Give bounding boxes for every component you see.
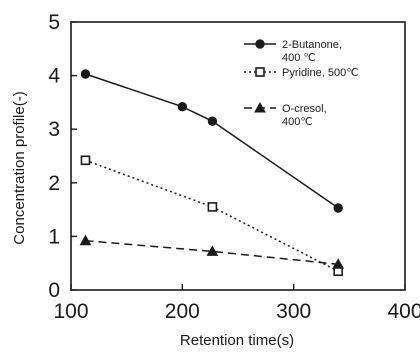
y-tick-label: 3 bbox=[48, 118, 60, 141]
series-1-point bbox=[334, 204, 342, 212]
series-3-point bbox=[80, 236, 90, 245]
x-tick-label: 100 bbox=[53, 300, 88, 323]
series-2 bbox=[81, 156, 342, 275]
x-axis-title: Retention time(s) bbox=[180, 332, 294, 349]
plot-border bbox=[71, 22, 405, 290]
legend-marker bbox=[256, 68, 264, 76]
x-tick-label: 200 bbox=[165, 300, 200, 323]
x-tick-label: 300 bbox=[276, 300, 311, 323]
legend-entry-3: O-cresol,400℃ bbox=[244, 103, 327, 128]
legend-label: Pyridine, 500℃ bbox=[282, 67, 359, 79]
series-2-point bbox=[208, 203, 216, 211]
y-tick-label: 2 bbox=[48, 172, 60, 195]
legend-marker bbox=[256, 40, 264, 48]
legend-label-line2: 400℃ bbox=[282, 116, 313, 128]
series-1-point bbox=[208, 117, 216, 125]
y-tick-label: 1 bbox=[48, 225, 60, 248]
series-1-line bbox=[85, 74, 338, 208]
x-tick-label: 400 bbox=[387, 300, 420, 323]
series-1-point bbox=[178, 102, 186, 110]
legend-entry-1: 2-Butanone,400 ℃ bbox=[244, 39, 342, 64]
series-2-point bbox=[81, 156, 89, 164]
y-tick-label: 4 bbox=[48, 65, 60, 88]
legend-label-line2: 400 ℃ bbox=[282, 52, 316, 64]
series-3 bbox=[80, 236, 343, 269]
legend-label: O-cresol, bbox=[282, 103, 327, 115]
legend-label: 2-Butanone, bbox=[282, 39, 342, 51]
series-1 bbox=[81, 70, 342, 212]
plot-frame bbox=[71, 22, 405, 290]
legend-entry-2: Pyridine, 500℃ bbox=[244, 67, 359, 79]
series-1-point bbox=[81, 70, 89, 78]
series-layer bbox=[80, 70, 343, 275]
y-tick-label: 5 bbox=[48, 11, 60, 34]
y-axis-title: Concentration profile(-) bbox=[11, 91, 28, 244]
y-tick-label: 0 bbox=[48, 279, 60, 302]
y-axis-ticks: 0 1 2 3 4 5 bbox=[48, 11, 77, 302]
